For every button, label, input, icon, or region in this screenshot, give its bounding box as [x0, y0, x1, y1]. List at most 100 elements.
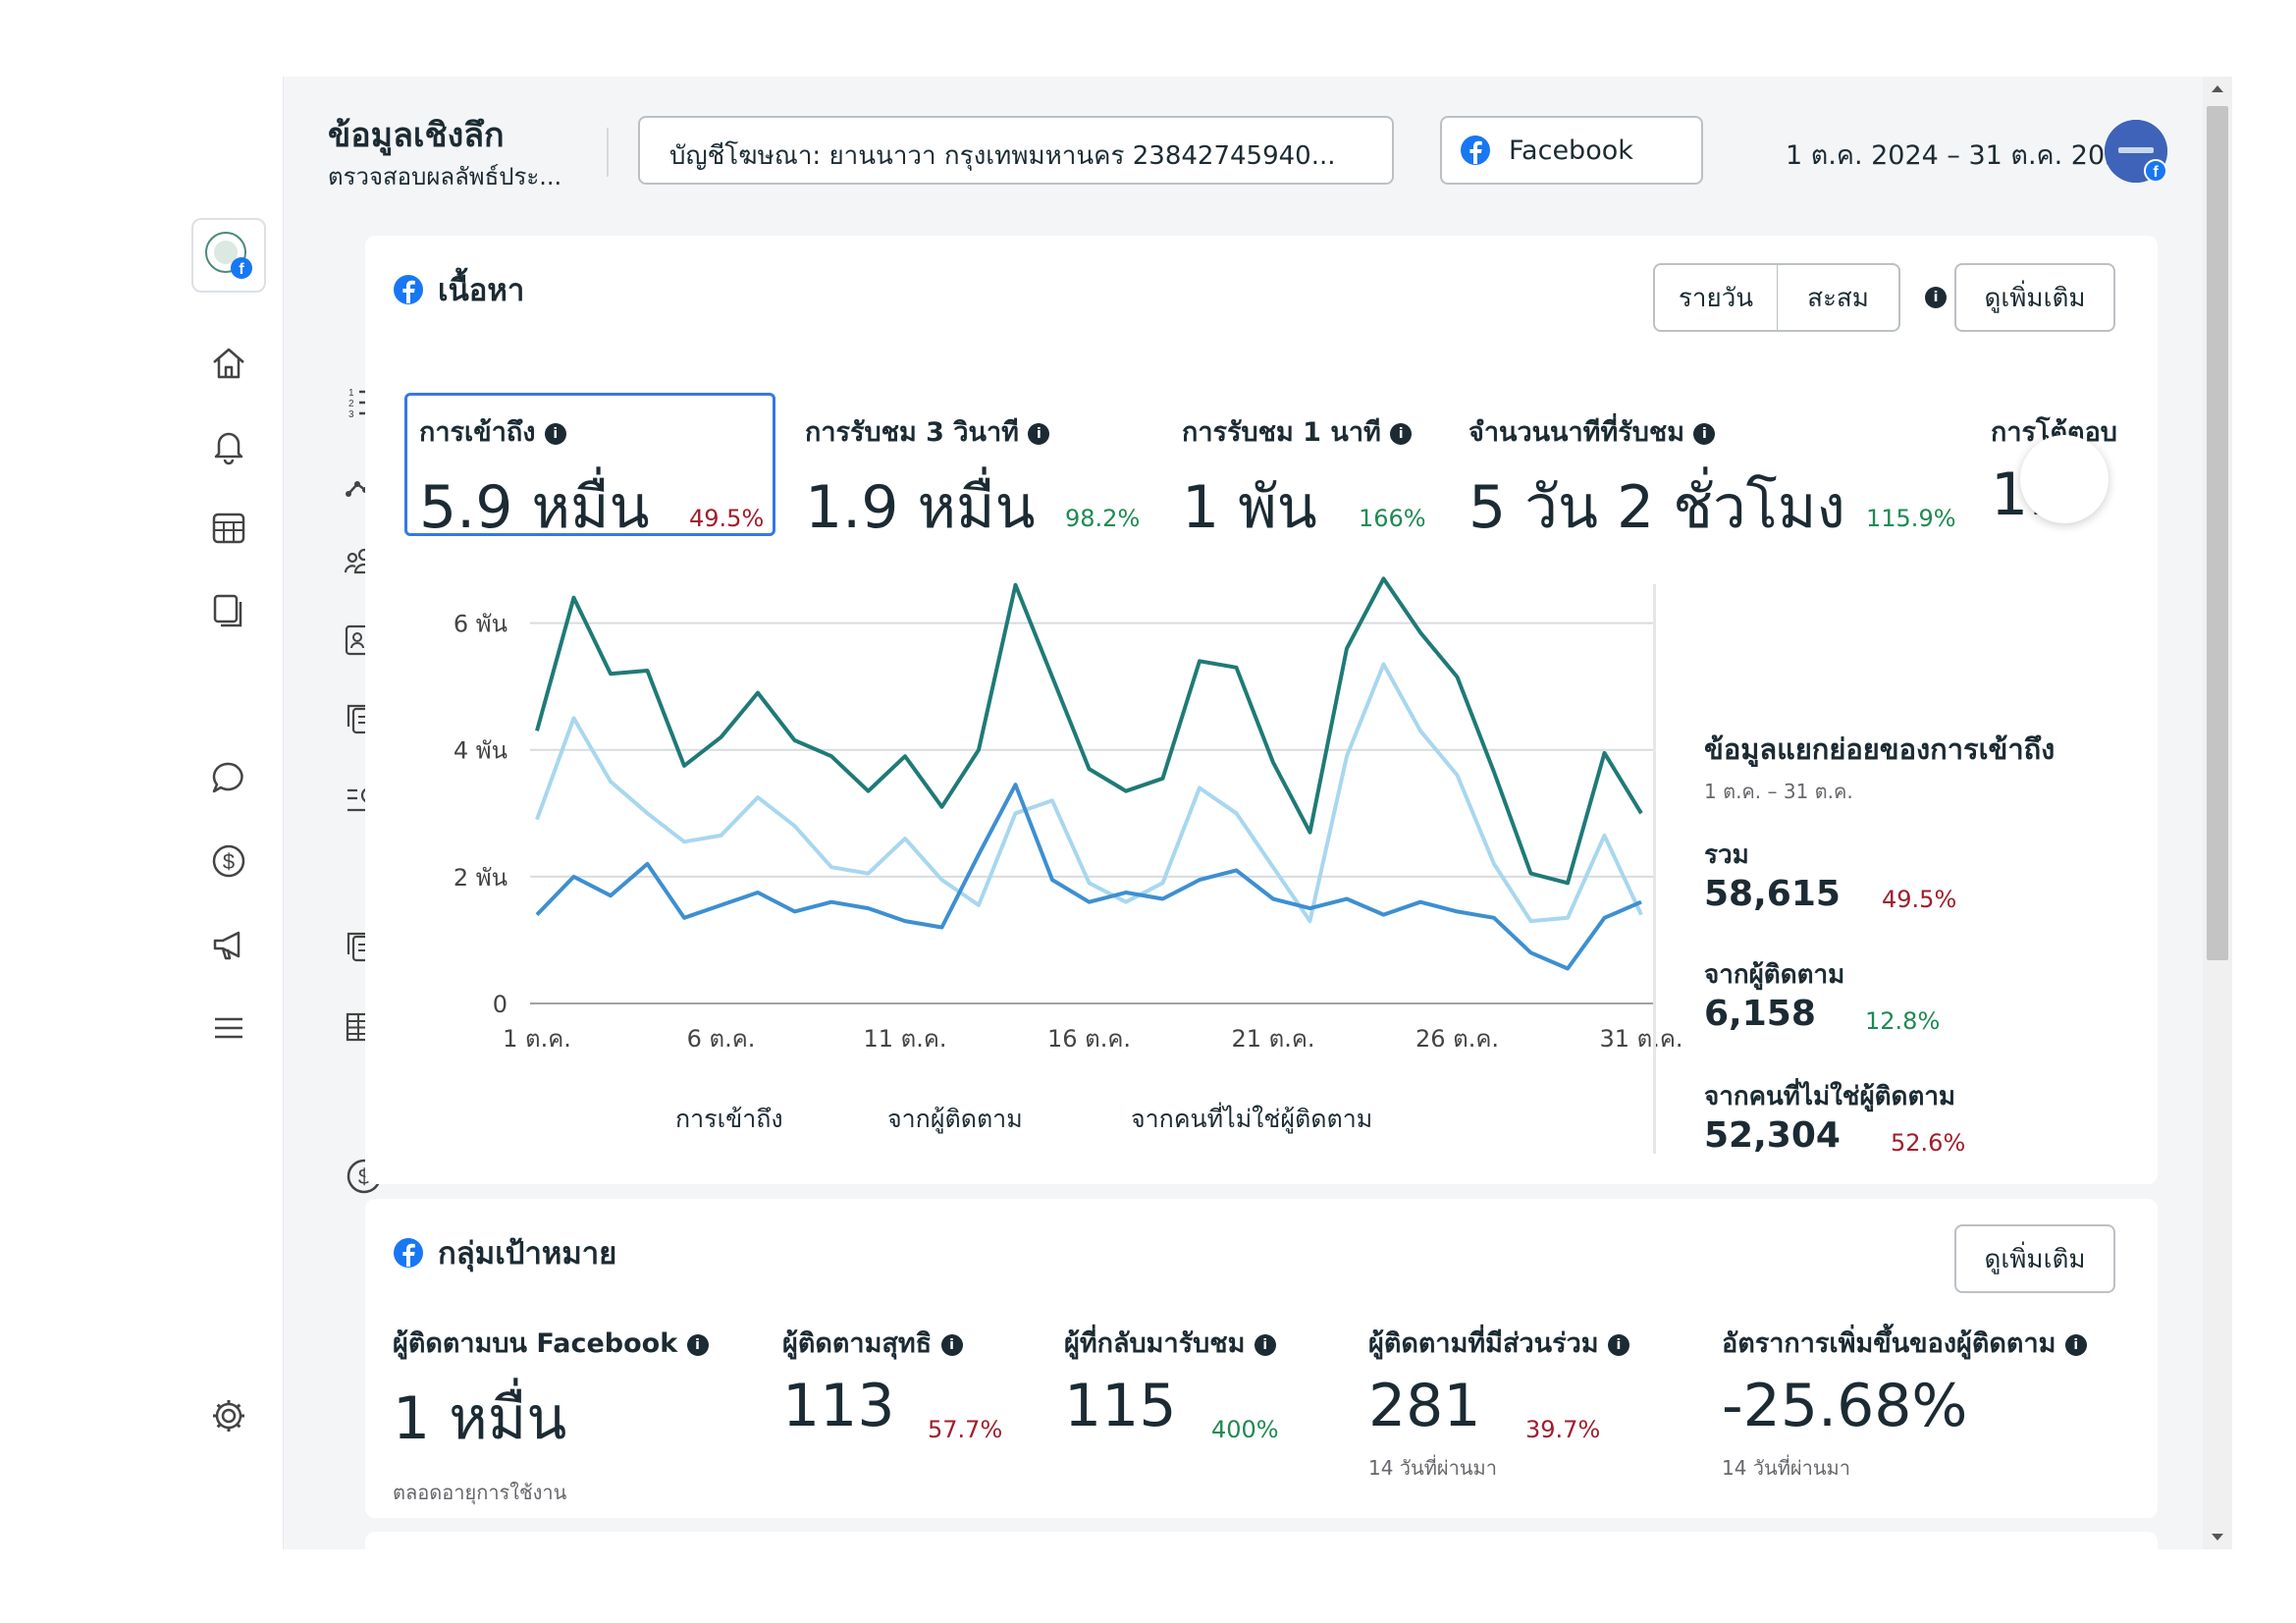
metric-label: ผู้ติดตามที่มีส่วนร่วม: [1368, 1328, 1599, 1359]
info-icon[interactable]: i: [1028, 422, 1050, 445]
metric-label: การรับชม 3 วินาที: [805, 417, 1019, 448]
legend-item-non-followers[interactable]: จากคนที่ไม่ใช่ผู้ติดตาม: [1131, 1105, 1373, 1133]
avatar-facebook-badge-icon: f: [2105, 120, 2167, 183]
metric-minutes-viewed[interactable]: จำนวนนาทีที่รับชม i 5 วัน 2 ชั่วโมง 115.…: [1468, 410, 1956, 554]
page-logo-icon: f: [205, 232, 252, 279]
info-icon[interactable]: i: [686, 1333, 709, 1356]
metric-value: 5.9 หมื่น: [419, 473, 650, 542]
megaphone-icon[interactable]: [205, 921, 252, 968]
breakdown-non-followers-change: 52.6%: [1891, 1129, 1966, 1157]
metric-1min-views[interactable]: การรับชม 1 นาที i 1 พัน 166%: [1182, 410, 1426, 554]
series-line-การเข้าถึง[interactable]: [535, 576, 1643, 886]
page-scrollbar[interactable]: [2203, 77, 2232, 1549]
x-tick-label: 26 ต.ค.: [1415, 1025, 1499, 1053]
next-section-card: [365, 1532, 2158, 1549]
y-tick-label: 0: [493, 991, 507, 1018]
breakdown-title: ข้อมูลแยกย่อยของการเข้าถึง: [1704, 732, 2056, 766]
chat-icon[interactable]: [205, 754, 252, 801]
pages-icon[interactable]: [205, 587, 252, 634]
page-avatar[interactable]: f: [191, 218, 266, 293]
metric-label: อัตราการเพิ่มขึ้นของผู้ติดตาม: [1722, 1328, 2056, 1359]
content-see-more-button[interactable]: ดูเพิ่มเติม: [1954, 263, 2115, 332]
cumulative-toggle-button[interactable]: สะสม: [1777, 263, 1900, 332]
y-tick-label: 2 พัน: [454, 864, 507, 892]
menu-icon[interactable]: [205, 1004, 252, 1052]
metric-follower-growth-rate[interactable]: อัตราการเพิ่มขึ้นของผู้ติดตาม i -25.68% …: [1722, 1322, 2087, 1484]
audience-see-more-button[interactable]: ดูเพิ่มเติม: [1954, 1224, 2115, 1293]
facebook-icon: [394, 275, 423, 304]
metric-engaged-followers[interactable]: ผู้ติดตามที่มีส่วนร่วม i 281 39.7% 14 วั…: [1368, 1322, 1629, 1484]
page-title: ข้อมูลเชิงลึก: [328, 116, 505, 155]
selected-metric-outline: [404, 393, 775, 536]
info-icon[interactable]: i: [1693, 422, 1716, 445]
platform-selector[interactable]: Facebook: [1440, 116, 1703, 185]
content-card-header: เนื้อหา: [393, 265, 524, 314]
series-line-จากผู้ติดตาม[interactable]: [535, 783, 1642, 971]
bell-icon[interactable]: [205, 422, 252, 469]
metric-label: ผู้ติดตามบน Facebook: [393, 1328, 678, 1359]
table-icon[interactable]: [205, 505, 252, 552]
metric-change: 39.7%: [1525, 1416, 1601, 1443]
content-insights-card: เนื้อหา รายวัน สะสม i ดูเพิ่มเติม การเข้…: [365, 236, 2158, 1184]
svg-text:$: $: [223, 849, 235, 874]
content-card-title: เนื้อหา: [438, 273, 525, 308]
metric-change: 57.7%: [928, 1416, 1003, 1443]
left-rail: f $: [186, 77, 284, 1549]
breakdown-total-label: รวม: [1704, 840, 1749, 870]
breakdown-date: 1 ต.ค. – 31 ต.ค.: [1704, 780, 1853, 803]
metric-reach[interactable]: การเข้าถึง i 5.9 หมื่น 49.5%: [419, 410, 764, 554]
legend-item-reach[interactable]: การเข้าถึง: [675, 1105, 783, 1133]
audience-card-header: กลุ่มเป้าหมาย: [393, 1228, 616, 1277]
metric-label: การเข้าถึง: [419, 417, 536, 448]
platform-label: Facebook: [1509, 135, 1633, 166]
account-avatar[interactable]: f: [2105, 120, 2167, 183]
x-tick-label: 21 ต.ค.: [1231, 1025, 1314, 1053]
info-icon[interactable]: i: [544, 422, 566, 445]
breakdown-followers-label: จากผู้ติดตาม: [1704, 960, 1845, 990]
date-range-picker[interactable]: 1 ต.ค. 2024 – 31 ต.ค. 2024: [1786, 140, 2139, 171]
metric-label: ผู้ติดตามสุทธิ: [782, 1328, 933, 1359]
metric-value: 1.9 หมื่น: [805, 473, 1036, 542]
metric-value: 1 พัน: [1182, 473, 1317, 542]
breakdown-non-followers-label: จากคนที่ไม่ใช่ผู้ติดตาม: [1704, 1082, 1956, 1111]
y-tick-label: 6 พัน: [454, 611, 507, 638]
carousel-next-button[interactable]: [2020, 435, 2109, 523]
metric-change: 98.2%: [1065, 505, 1141, 532]
info-icon[interactable]: i: [1254, 1333, 1276, 1356]
audience-insights-card: กลุ่มเป้าหมาย ดูเพิ่มเติม ผู้ติดตามบน Fa…: [365, 1199, 2158, 1518]
scroll-down-arrow-icon[interactable]: [2203, 1526, 2232, 1549]
page-subtitle: ตรวจสอบผลลัพธ์ประ...: [328, 163, 562, 190]
toggle-info-icon[interactable]: i: [1925, 287, 1947, 308]
settings-gear-icon[interactable]: [205, 1392, 252, 1439]
metric-3s-views[interactable]: การรับชม 3 วินาที i 1.9 หมื่น 98.2%: [805, 410, 1140, 554]
breakdown-total-change: 49.5%: [1882, 886, 1957, 913]
audience-card-title: กลุ่มเป้าหมาย: [438, 1236, 617, 1271]
daily-toggle-button[interactable]: รายวัน: [1653, 263, 1779, 332]
breakdown-divider: [1653, 584, 1656, 1154]
breakdown-total-value: 58,615: [1704, 874, 1841, 914]
info-icon[interactable]: i: [940, 1333, 963, 1356]
info-icon[interactable]: i: [1607, 1333, 1629, 1356]
metric-change: 166%: [1359, 505, 1426, 532]
facebook-icon: [394, 1238, 423, 1268]
info-icon[interactable]: i: [1390, 422, 1413, 445]
series-line-จากคนที่ไม่ใช่ผู้ติดตาม[interactable]: [535, 662, 1643, 924]
metric-footnote: 14 วันที่ผ่านมา: [1368, 1456, 1497, 1480]
svg-text:f: f: [2153, 164, 2159, 181]
dollar-icon[interactable]: $: [205, 838, 252, 885]
metric-facebook-followers[interactable]: ผู้ติดตามบน Facebook i 1 หมื่น ตลอดอายุก…: [393, 1322, 709, 1508]
metric-value: 281: [1368, 1372, 1481, 1440]
legend-item-followers[interactable]: จากผู้ติดตาม: [887, 1105, 1023, 1133]
metric-change: 400%: [1211, 1416, 1279, 1443]
ad-account-selector[interactable]: บัญชีโฆษณา: ยานนาวา กรุงเทพมหานคร 238427…: [638, 116, 1394, 185]
metric-returning-viewers[interactable]: ผู้ที่กลับมารับชม i 115 400%: [1064, 1322, 1279, 1443]
metric-net-followers[interactable]: ผู้ติดตามสุทธิ i 113 57.7%: [782, 1322, 1002, 1443]
breakdown-non-followers-value: 52,304: [1704, 1115, 1841, 1156]
breakdown-followers-value: 6,158: [1704, 994, 1816, 1034]
x-tick-label: 11 ต.ค.: [863, 1025, 946, 1053]
info-icon[interactable]: i: [2064, 1333, 2087, 1356]
scrollbar-thumb[interactable]: [2207, 106, 2228, 960]
home-icon[interactable]: [205, 340, 252, 387]
scroll-up-arrow-icon[interactable]: [2203, 77, 2232, 100]
